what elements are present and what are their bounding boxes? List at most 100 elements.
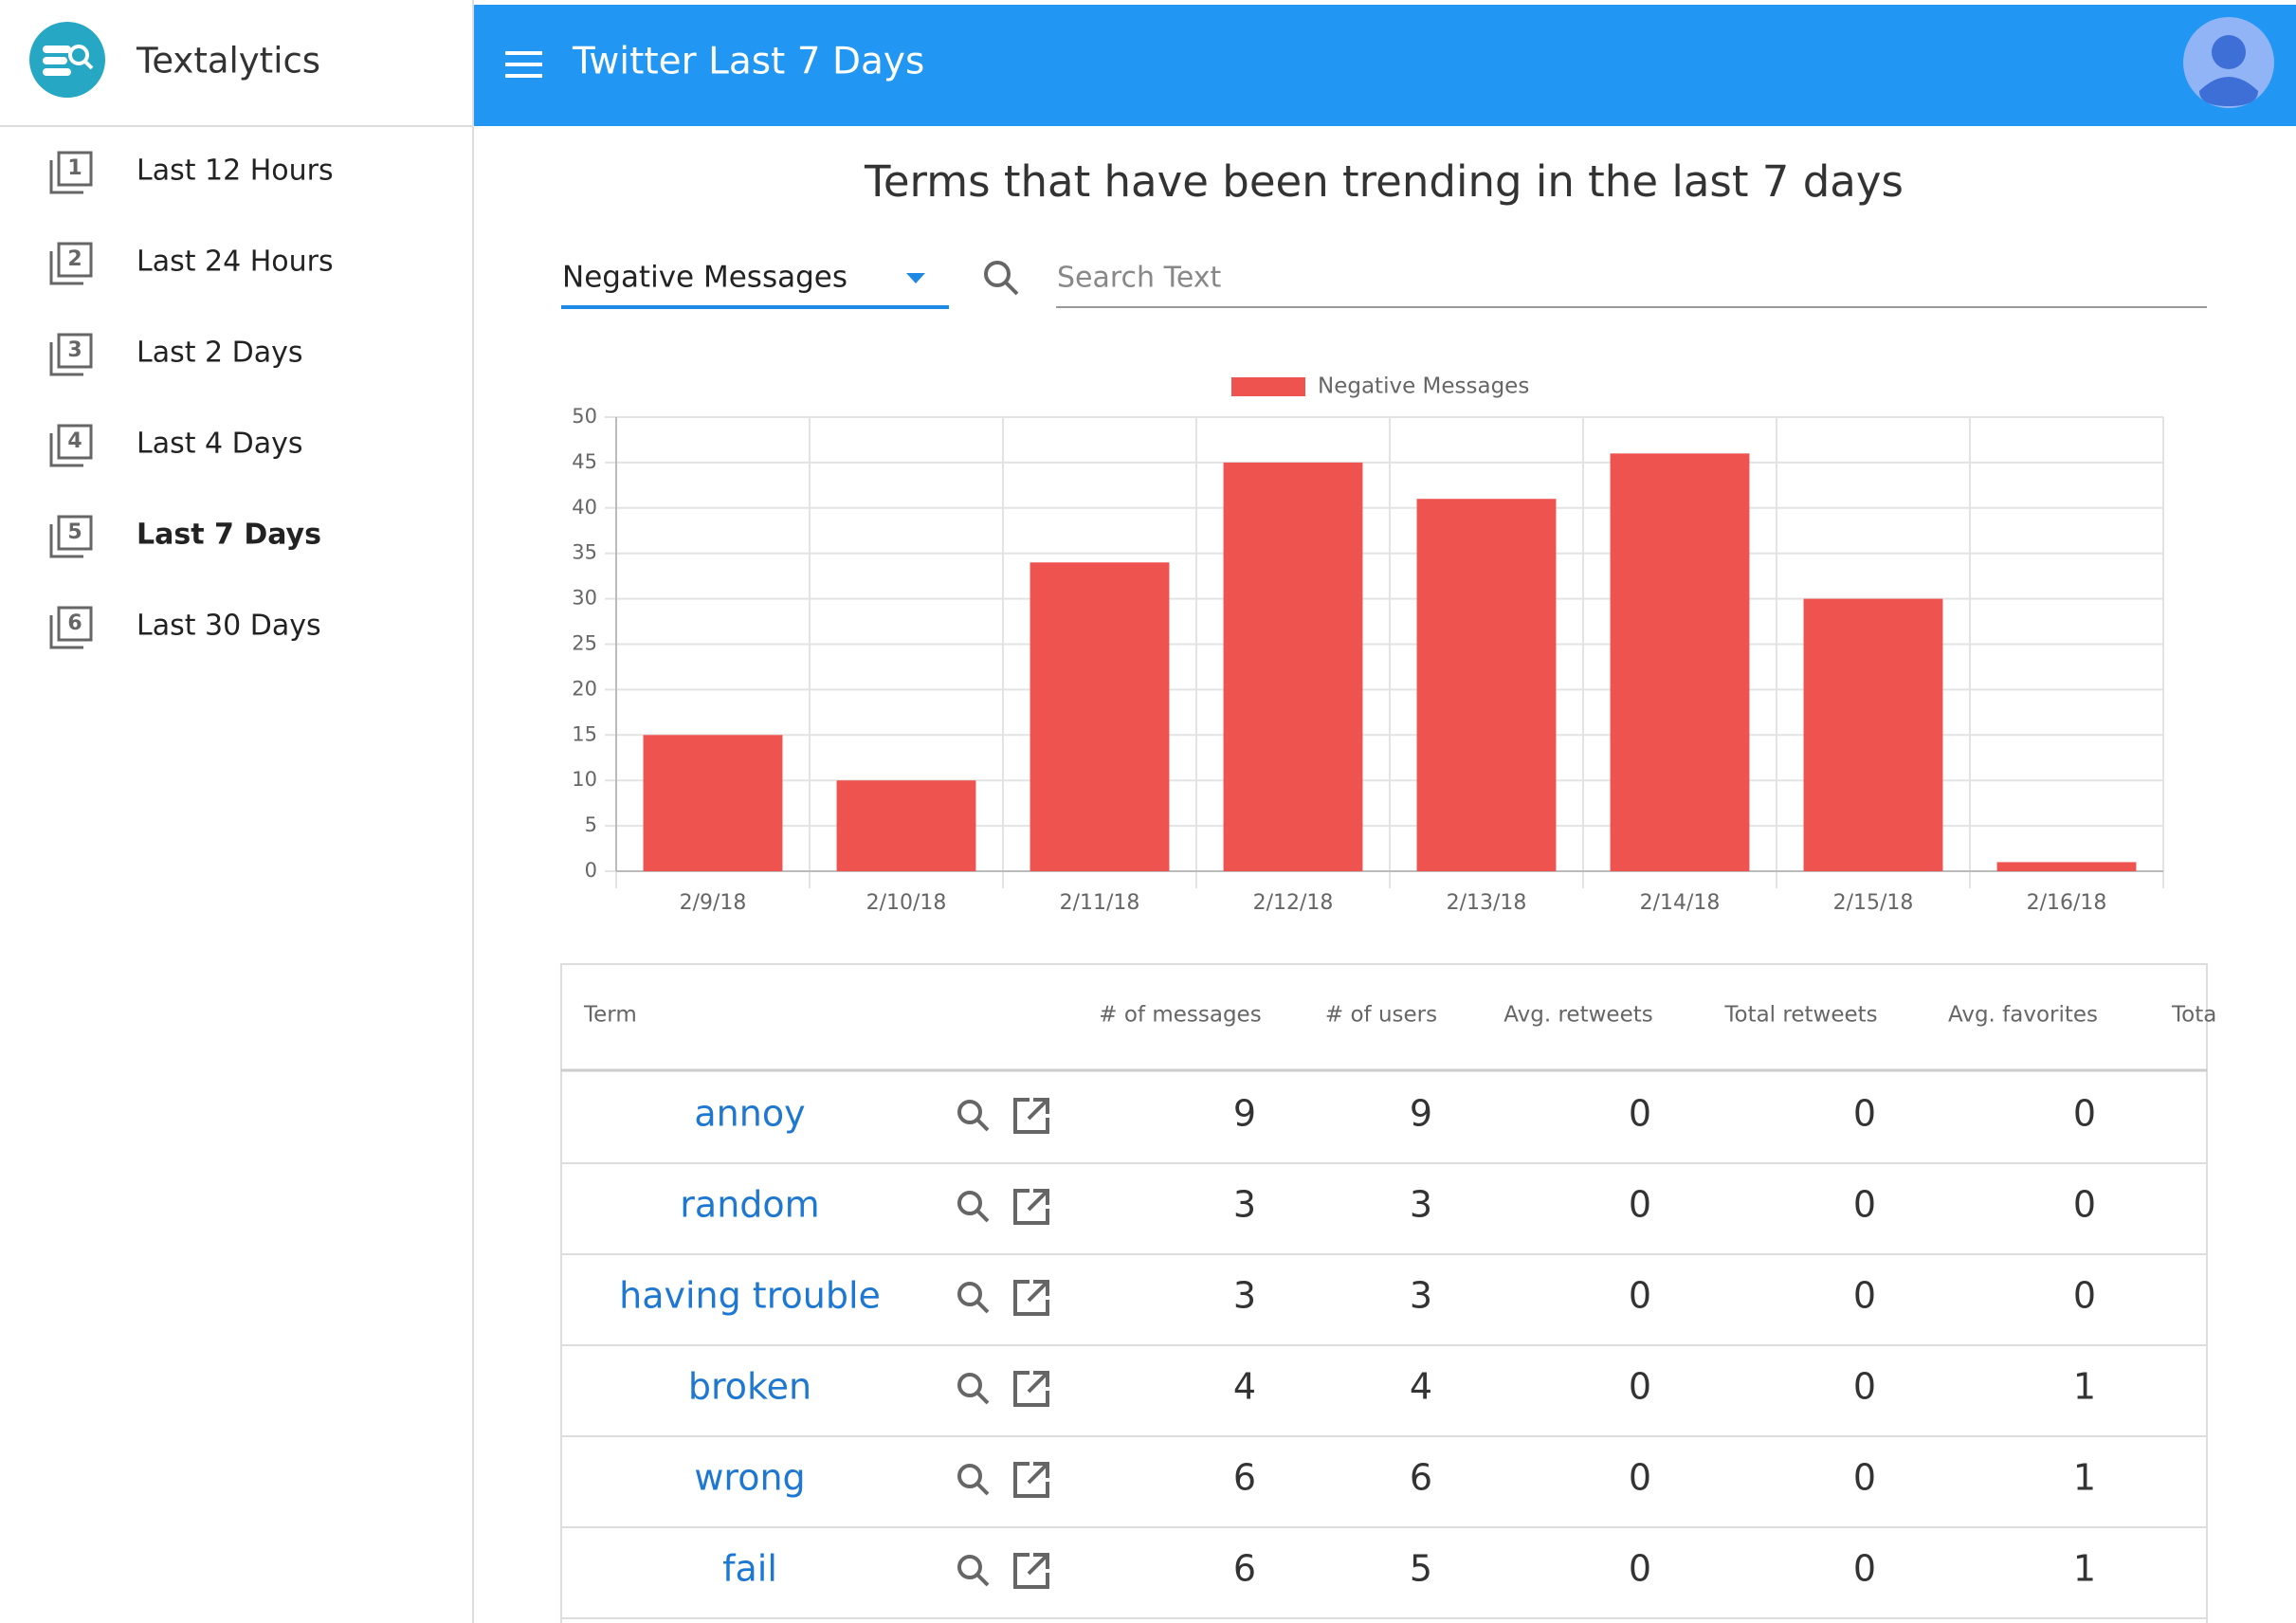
table-cell: 0 — [1629, 1093, 1651, 1135]
table-cell: 3 — [1410, 1275, 1432, 1317]
nav-item[interactable]: 4 Last 4 Days — [49, 424, 303, 467]
nav-icon — [49, 433, 83, 467]
icon-part — [1013, 1553, 1049, 1589]
icon-part — [1027, 1189, 1049, 1212]
column-header: # of users — [1325, 1003, 1437, 1028]
nav-item[interactable]: 6 Last 30 Days — [49, 606, 321, 649]
term-link[interactable]: broken — [688, 1366, 811, 1408]
column-header: Avg. retweets — [1503, 1003, 1652, 1028]
x-tick-label: 2/15/18 — [1833, 891, 1914, 915]
icon-part — [975, 1573, 990, 1587]
table-cell: 0 — [1629, 1548, 1651, 1590]
bar — [1803, 598, 1943, 871]
app-bar — [473, 5, 2296, 126]
legend-label: Negative Messages — [1318, 374, 1529, 399]
table-cell: 4 — [1233, 1366, 1256, 1408]
nav-icon — [57, 515, 93, 551]
row-open-icon[interactable] — [1013, 1553, 1049, 1589]
bar — [643, 735, 783, 871]
nav-icon — [57, 424, 93, 460]
y-tick-label: 10 — [572, 768, 597, 791]
y-tick-label: 20 — [572, 677, 597, 700]
table-cell: 5 — [1410, 1548, 1432, 1590]
nav-icon — [49, 160, 83, 194]
icon-part — [1013, 1371, 1049, 1407]
table-cell: 0 — [1629, 1184, 1651, 1226]
nav-icon — [57, 242, 93, 278]
row-search-icon[interactable] — [957, 1373, 990, 1405]
term-link[interactable]: wrong — [694, 1457, 805, 1499]
row-open-icon[interactable] — [1013, 1462, 1049, 1498]
nav-label: Last 12 Hours — [137, 155, 334, 188]
nav-icon — [49, 251, 83, 285]
nav-label: Last 7 Days — [137, 519, 321, 552]
row-search-icon[interactable] — [957, 1282, 990, 1314]
x-tick-label: 2/13/18 — [1447, 891, 1527, 915]
y-tick-label: 0 — [585, 859, 597, 882]
table-cell: 0 — [1853, 1184, 1876, 1226]
icon-part — [975, 1482, 990, 1496]
avatar[interactable] — [2183, 17, 2274, 108]
table-cell: 0 — [1853, 1366, 1876, 1408]
column-header: # of messages — [1099, 1003, 1261, 1028]
y-tick-label: 40 — [572, 496, 597, 519]
y-tick-label: 30 — [572, 587, 597, 610]
nav-icon-number: 4 — [67, 429, 82, 453]
row-open-icon[interactable] — [1013, 1189, 1049, 1225]
icon-part — [1013, 1189, 1049, 1225]
y-tick-label: 15 — [572, 722, 597, 745]
column-header: Term — [583, 1003, 637, 1028]
menu-button[interactable] — [505, 51, 542, 78]
term-link[interactable]: fail — [722, 1548, 777, 1590]
table-cell: 1 — [2073, 1457, 2096, 1499]
table-cell: 4 — [1410, 1366, 1432, 1408]
nav-icon-number: 1 — [67, 156, 82, 180]
table-cell: 0 — [1853, 1457, 1876, 1499]
table-cell: 0 — [1629, 1457, 1651, 1499]
x-tick-label: 2/9/18 — [680, 891, 747, 915]
nav-label: Last 4 Days — [137, 428, 303, 461]
search-icon — [984, 261, 1019, 296]
nav-icon — [57, 333, 93, 369]
logo — [29, 22, 105, 98]
nav-item[interactable]: 1 Last 12 Hours — [49, 151, 334, 194]
row-open-icon[interactable] — [1013, 1280, 1049, 1316]
table-cell: 0 — [1853, 1548, 1876, 1590]
table-cell: 9 — [1410, 1093, 1432, 1135]
y-tick-label: 35 — [572, 541, 597, 564]
table-cell: 6 — [1233, 1457, 1256, 1499]
icon-part — [957, 1464, 982, 1488]
nav-icon — [57, 151, 93, 187]
table-cell: 0 — [1629, 1366, 1651, 1408]
row-search-icon[interactable] — [957, 1464, 990, 1496]
dropdown-value[interactable]: Negative Messages — [562, 261, 847, 295]
table-cell: 0 — [2073, 1184, 2096, 1226]
icon-part — [1027, 1462, 1049, 1485]
table-cell: 6 — [1233, 1548, 1256, 1590]
nav-item[interactable]: 2 Last 24 Hours — [49, 242, 334, 285]
bar — [1416, 499, 1557, 871]
nav-item[interactable]: 3 Last 2 Days — [49, 333, 303, 376]
nav-icon — [49, 342, 83, 376]
term-link[interactable]: having trouble — [619, 1275, 881, 1317]
term-link[interactable]: random — [680, 1184, 819, 1226]
bar — [1996, 862, 2137, 871]
search-input[interactable]: Search Text — [1057, 262, 1222, 295]
icon-part — [957, 1555, 982, 1579]
x-tick-label: 2/16/18 — [2027, 891, 2107, 915]
row-open-icon[interactable] — [1013, 1098, 1049, 1134]
nav-item[interactable]: 5 Last 7 Days — [49, 515, 321, 558]
table-cell: 0 — [1853, 1275, 1876, 1317]
row-search-icon[interactable] — [957, 1191, 990, 1223]
nav-icon-number: 5 — [67, 520, 82, 544]
nav-label: Last 30 Days — [137, 610, 321, 643]
table-cell: 9 — [1233, 1093, 1256, 1135]
row-search-icon[interactable] — [957, 1100, 990, 1132]
dropdown-arrow[interactable] — [906, 273, 925, 283]
table-cell: 0 — [2073, 1093, 2096, 1135]
bar — [1223, 462, 1363, 871]
row-open-icon[interactable] — [1013, 1371, 1049, 1407]
row-search-icon[interactable] — [957, 1555, 990, 1587]
term-link[interactable]: annoy — [694, 1093, 805, 1135]
